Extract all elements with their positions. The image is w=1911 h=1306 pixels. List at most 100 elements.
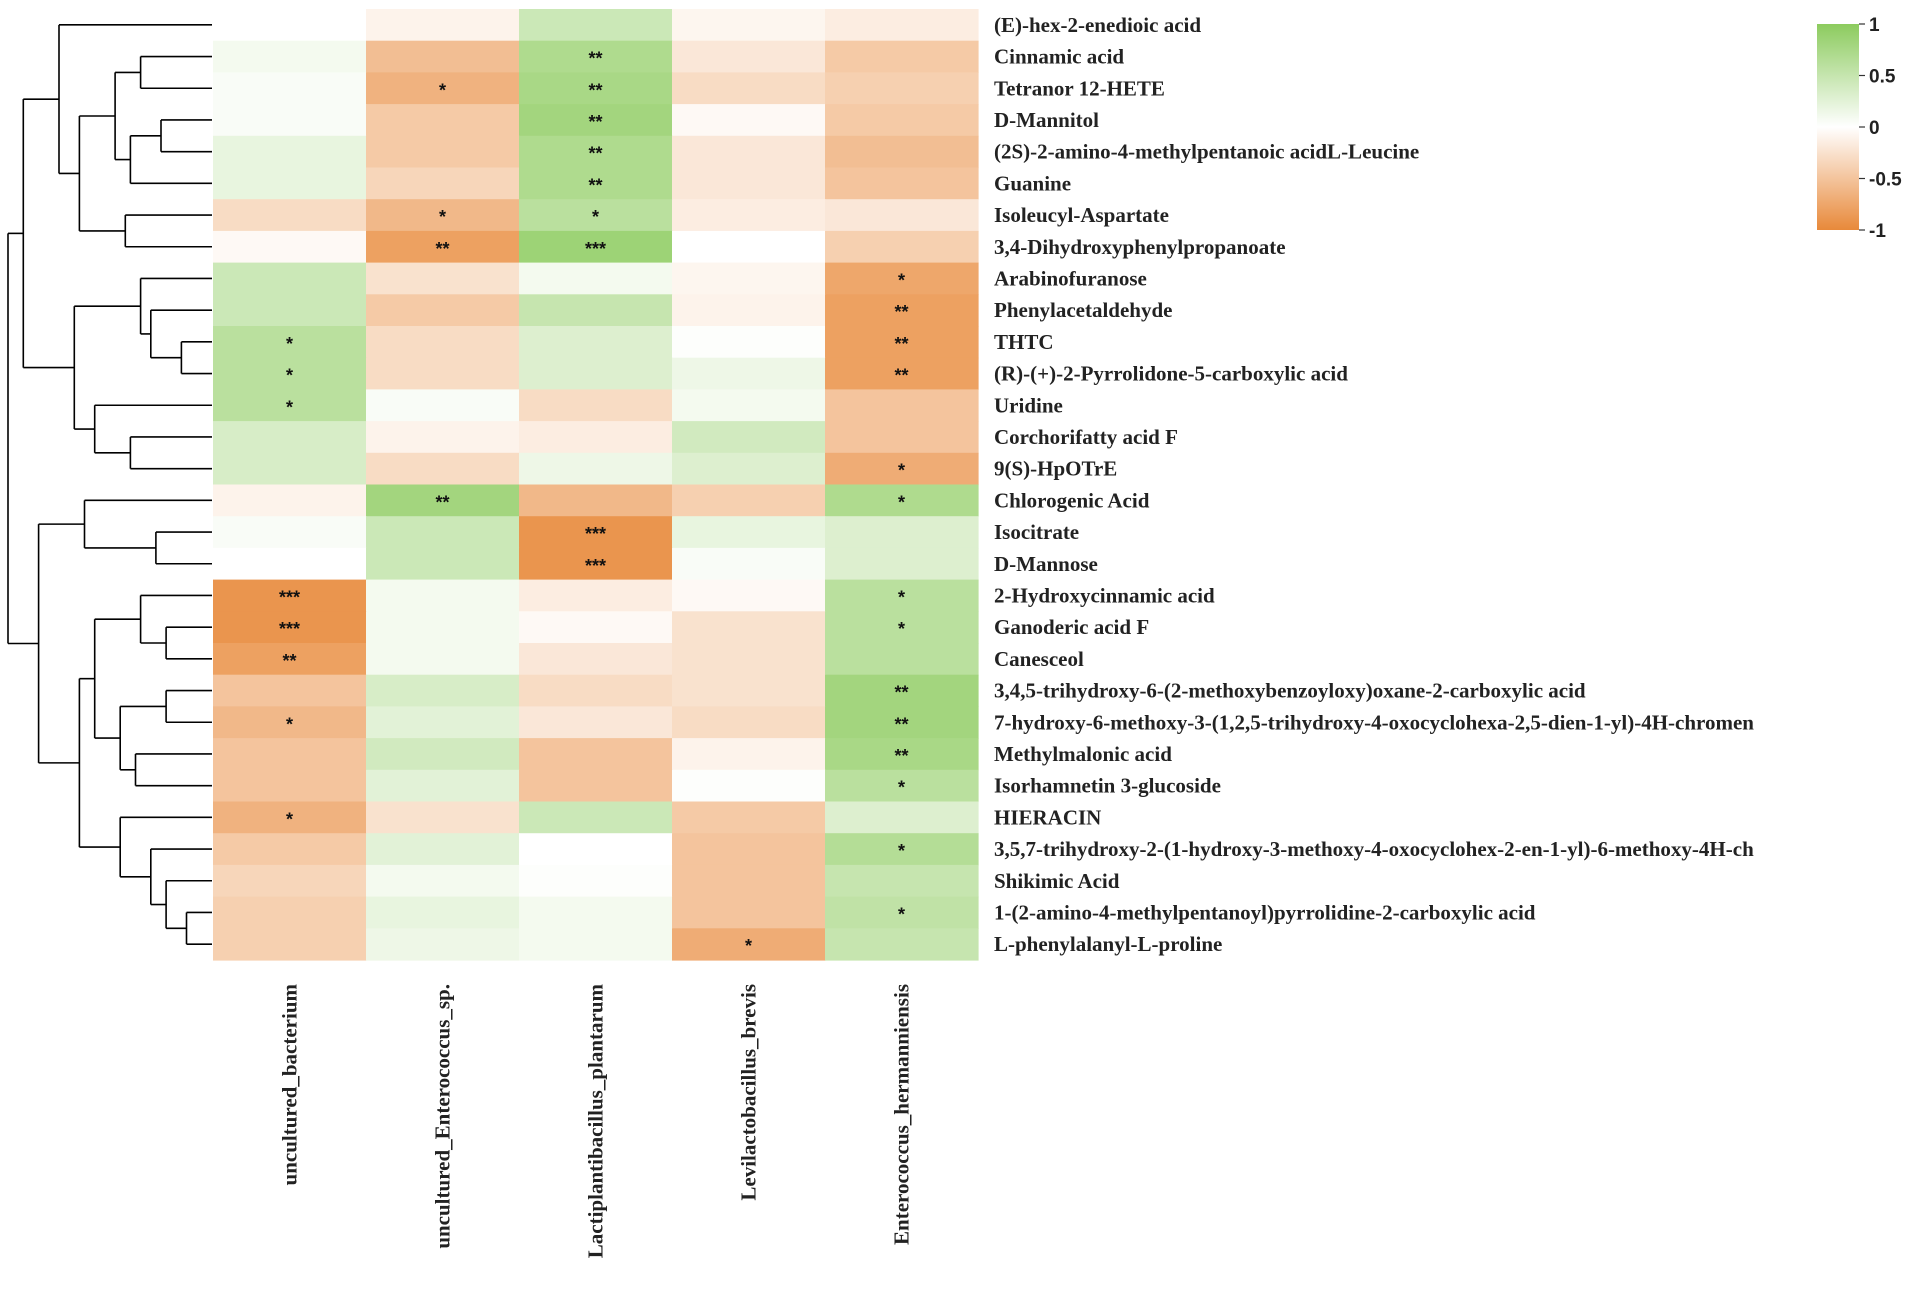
heatmap-cell <box>213 643 367 676</box>
colorbar-tick-label: 1 <box>1869 15 1880 36</box>
significance-marker: * <box>439 80 446 100</box>
row-label: L-phenylalanyl-L-proline <box>994 932 1222 956</box>
row-label: Isocitrate <box>994 520 1079 544</box>
significance-marker: *** <box>585 239 606 259</box>
significance-marker: ** <box>282 651 296 671</box>
heatmap-cell <box>366 706 520 739</box>
heatmap-cell <box>825 421 979 454</box>
row-label: 3,4-Dihydroxyphenylpropanoate <box>994 235 1286 259</box>
significance-marker: ** <box>894 334 908 354</box>
heatmap-cell <box>672 833 826 866</box>
heatmap-cell <box>825 199 979 232</box>
row-label: Tetranor 12-HETE <box>994 76 1165 100</box>
heatmap-cell <box>825 611 979 644</box>
heatmap-cell <box>519 135 673 169</box>
heatmap-cell <box>213 864 367 898</box>
heatmap-cell <box>672 294 826 327</box>
colorbar-tick-label: 0.5 <box>1869 67 1896 88</box>
heatmap-cell <box>825 230 979 264</box>
row-label: 9(S)-HpOTrE <box>994 457 1117 481</box>
heatmap-cell <box>213 72 367 105</box>
heatmap-cell <box>519 452 673 486</box>
heatmap-cell <box>825 643 979 676</box>
significance-marker: * <box>898 778 905 798</box>
heatmap-cell <box>213 516 367 549</box>
heatmap-cell <box>519 611 673 644</box>
row-label: Phenylacetaldehyde <box>994 298 1173 322</box>
heatmap-cell <box>672 516 826 549</box>
row-label: D-Mannitol <box>994 108 1099 132</box>
heatmap-cell <box>519 199 673 232</box>
heatmap-cell <box>825 389 979 422</box>
significance-marker: * <box>898 492 905 512</box>
row-labels: (E)-hex-2-enedioic acid Cinnamic acid Tetr… <box>994 13 1754 956</box>
column-label: uncultured_bacterium <box>278 983 302 1185</box>
heatmap-cell <box>672 611 826 644</box>
heatmap-cell <box>825 706 979 739</box>
heatmap-cell <box>519 421 673 454</box>
heatmap-cell <box>825 738 979 771</box>
significance-marker: * <box>592 207 599 227</box>
heatmap-cell <box>672 9 826 42</box>
row-label: THTC <box>994 330 1054 354</box>
heatmap-cell <box>519 484 673 517</box>
heatmap-cell <box>366 167 520 200</box>
heatmap-cell <box>672 674 826 707</box>
heatmap-cell <box>366 452 520 486</box>
heatmap-cell <box>672 896 826 929</box>
row-label: 3,4,5-trihydroxy-6-(2-methoxybenzoyloxy)… <box>994 679 1586 703</box>
heatmap-cell <box>672 928 826 961</box>
significance-marker: * <box>898 461 905 481</box>
row-label: HIERACIN <box>994 805 1101 829</box>
significance-marker: ** <box>435 239 449 259</box>
heatmap-cell <box>213 769 367 803</box>
heatmap-cell <box>519 294 673 327</box>
heatmap-cell <box>366 9 520 42</box>
heatmap-cell <box>672 484 826 517</box>
significance-marker: ** <box>588 144 602 164</box>
row-label: 7-hydroxy-6-methoxy-3-(1,2,5-trihydroxy-… <box>994 710 1754 734</box>
significance-marker: ** <box>588 80 602 100</box>
heatmap-cell <box>213 135 367 169</box>
column-labels: uncultured_bacterium uncultured_Enterococ… <box>278 983 914 1258</box>
heatmap-cell <box>825 167 979 200</box>
heatmap-cell <box>825 357 979 390</box>
heatmap-cell <box>366 674 520 707</box>
heatmap-cell <box>825 864 979 898</box>
significance-marker: * <box>286 714 293 734</box>
heatmap-cell <box>366 389 520 422</box>
heatmap-cell <box>519 262 673 295</box>
heatmap-cell <box>519 801 673 834</box>
heatmap-cell <box>213 357 367 390</box>
heatmap-cell <box>519 9 673 42</box>
significance-marker: ** <box>894 683 908 703</box>
row-label: (2S)-2-amino-4-methylpentanoic acidL-Leu… <box>994 140 1419 164</box>
heatmap-cell <box>366 135 520 169</box>
heatmap-cell <box>825 326 979 359</box>
heatmap-cell <box>825 452 979 486</box>
significance-marker: * <box>898 587 905 607</box>
heatmap-cell <box>213 9 367 42</box>
heatmap-cell <box>213 40 367 73</box>
heatmap-cell <box>672 230 826 264</box>
heatmap-cell <box>519 928 673 961</box>
heatmap-cell <box>672 262 826 295</box>
significance-marker: ** <box>894 302 908 322</box>
heatmap-cell <box>213 547 367 581</box>
row-label: Shikimic Acid <box>994 869 1120 893</box>
heatmap-cell <box>519 72 673 105</box>
heatmap-cell <box>366 326 520 359</box>
colorbar-tick-label: -1 <box>1869 221 1886 242</box>
heatmap-cell <box>366 928 520 961</box>
heatmap-cell <box>213 484 367 517</box>
significance-marker: *** <box>585 556 606 576</box>
heatmap-cell <box>672 452 826 486</box>
row-label: Corchorifatty acid F <box>994 425 1178 449</box>
heatmap-cell <box>672 738 826 771</box>
significance-marker: * <box>745 936 752 956</box>
heatmap-cell <box>672 357 826 390</box>
significance-marker: *** <box>585 524 606 544</box>
heatmap-cell <box>825 9 979 42</box>
significance-marker: ** <box>588 49 602 69</box>
heatmap-cell <box>672 167 826 200</box>
